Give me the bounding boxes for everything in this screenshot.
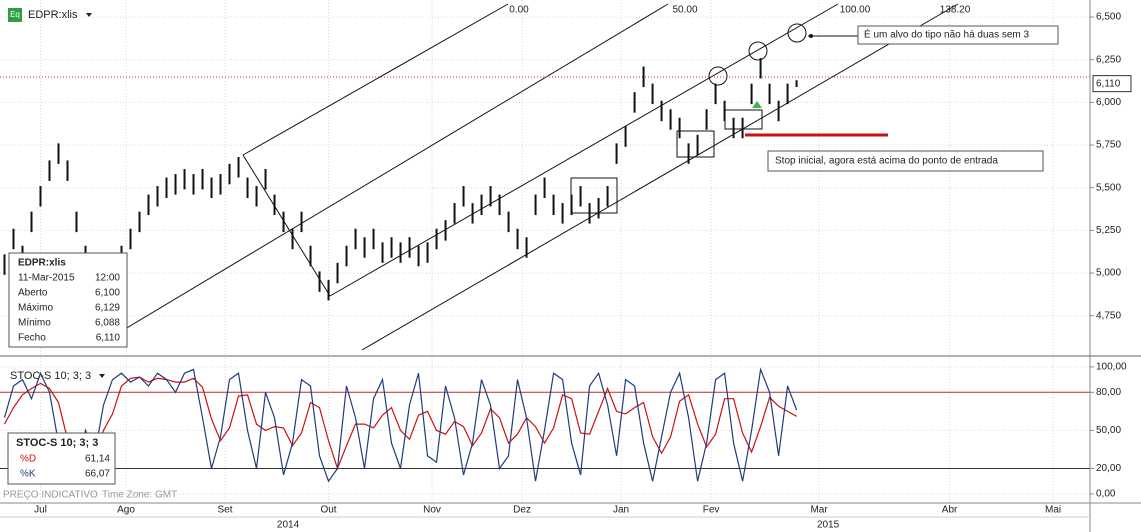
info-label: Máximo	[18, 303, 53, 314]
info-label: Aberto	[18, 288, 48, 299]
x-tick-label: Jul	[34, 505, 47, 516]
annotation-box	[857, 25, 1059, 45]
annotation: Stop inicial, agora está acima do ponto …	[775, 156, 998, 167]
fib-label: 50.00	[672, 5, 697, 16]
y-tick-label: 20,00	[1096, 463, 1121, 474]
dropdown-arrow[interactable]	[86, 13, 92, 17]
target-circle	[748, 41, 768, 61]
stochastic-line	[3, 367, 798, 483]
year-label: 2015	[817, 520, 840, 531]
legend-title: STOC-S 10; 3; 3	[16, 437, 98, 449]
last-price-box	[1092, 75, 1132, 93]
info-title: EDPR:xlis	[18, 258, 66, 269]
y-tick-label: 5,000	[1096, 268, 1121, 279]
stochastic-line	[3, 376, 797, 471]
target-circle	[787, 23, 807, 43]
x-tick-label: Set	[218, 505, 233, 516]
x-tick-label: Nov	[423, 505, 441, 516]
grid-layer	[0, 0, 1090, 505]
fib-label: 100.00	[840, 5, 871, 16]
highlight-box	[676, 130, 715, 158]
last-price-label: 6,110	[1096, 78, 1121, 89]
info-value: 6,100	[95, 288, 120, 299]
symbol-icon[interactable]	[8, 8, 22, 22]
year-label: 2014	[277, 520, 300, 531]
y-tick-label: 80,00	[1096, 387, 1121, 398]
dropdown-arrow[interactable]	[99, 374, 105, 378]
legend-label: %D	[20, 454, 36, 465]
info-value: 6,129	[95, 303, 120, 314]
footer-source: PREÇO INDICATIVO	[3, 490, 98, 501]
y-tick-label: 5,250	[1096, 225, 1121, 236]
y-tick-label: 50,00	[1096, 425, 1121, 436]
x-tick-label: Dez	[513, 505, 531, 516]
drawings	[0, 3, 1090, 351]
x-tick-label: Mai	[1045, 505, 1061, 516]
x-tick-label: Mar	[810, 505, 828, 516]
fib-line	[242, 3, 509, 156]
indicator-name[interactable]: STOC-S 10; 3; 3	[10, 370, 91, 382]
pivot-line	[242, 154, 331, 297]
y-tick-label: 0,00	[1096, 489, 1116, 500]
y-tick-label: 100,00	[1096, 362, 1127, 373]
legend-value: 66,07	[85, 469, 110, 480]
info-box: EDPR:xlis 11-Mar-2015 12:00 Aberto 6,100…	[8, 252, 128, 348]
info-date: 11-Mar-2015	[18, 273, 75, 284]
fib-label: 0.00	[509, 5, 529, 16]
x-tick-label: Out	[320, 505, 336, 516]
legend-frame	[7, 432, 116, 485]
y-tick-label: 5,750	[1096, 140, 1121, 151]
y-tick-label: 6,500	[1096, 12, 1121, 23]
y-tick-label: 6,000	[1096, 97, 1121, 108]
callout-dot	[809, 34, 813, 38]
fib-label: 138.20	[940, 5, 971, 16]
x-tick-label: Ago	[117, 505, 135, 516]
x-tick-label: Jan	[613, 505, 629, 516]
legend-value: 61,14	[85, 454, 110, 465]
y-tick-label: 5,500	[1096, 182, 1121, 193]
info-value: 6,110	[96, 333, 121, 344]
signal-triangle	[752, 101, 762, 108]
info-time: 12:00	[95, 273, 120, 284]
footer-timezone: Time Zone: GMT	[102, 490, 177, 501]
y-tick-label: 6,250	[1096, 54, 1121, 65]
x-tick-label: Abr	[942, 505, 958, 516]
info-label: Mínimo	[18, 318, 51, 329]
annotation-box	[767, 150, 1044, 172]
symbol-name[interactable]: EDPR:xlis	[28, 9, 78, 21]
indicator-legend: STOC-S 10; 3; 3 %D 61,14 %K 66,07	[7, 432, 116, 485]
annotation: É um alvo do tipo não há duas sem 3	[864, 28, 1030, 41]
fib-line	[361, 3, 959, 351]
x-tick-label: Fev	[703, 505, 720, 516]
y-tick-label: 4,750	[1096, 310, 1121, 321]
info-box-frame	[8, 252, 128, 348]
symbol-icon-text: Eq	[10, 10, 20, 19]
fib-line	[109, 3, 669, 339]
fib-line	[329, 3, 839, 297]
target-circle	[708, 66, 728, 86]
mark-layer	[3, 58, 798, 483]
legend-label: %K	[20, 469, 36, 480]
info-value: 6,088	[95, 318, 120, 329]
info-label: Fecho	[18, 333, 46, 344]
